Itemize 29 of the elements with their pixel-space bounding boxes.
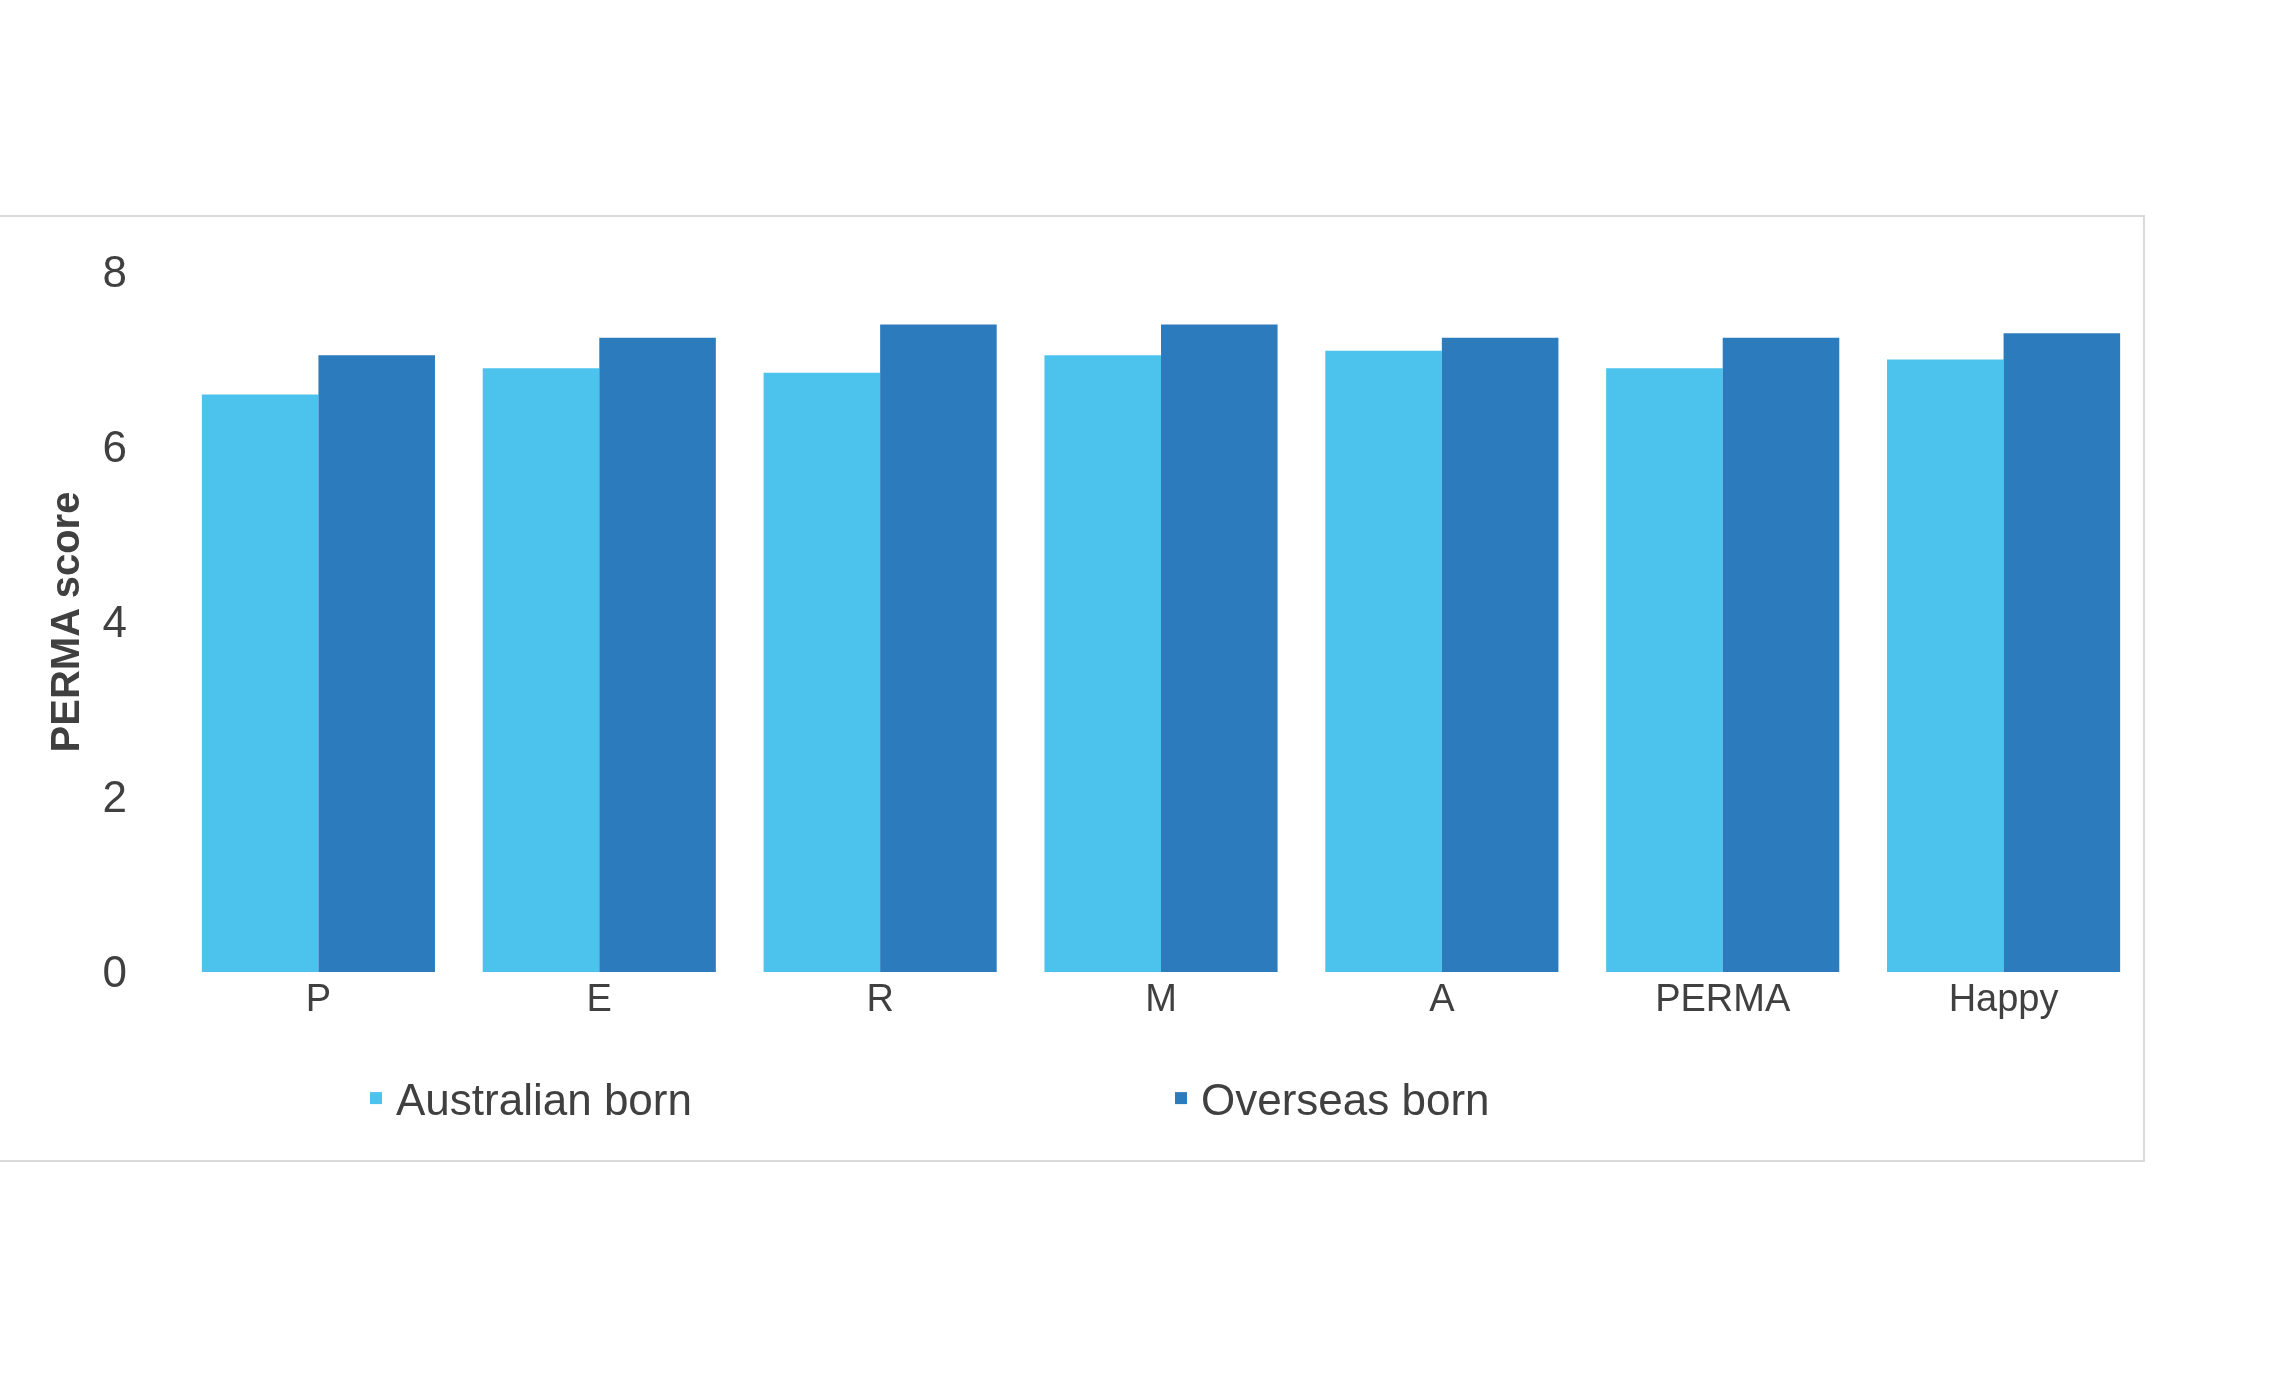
bar <box>1606 368 1723 972</box>
bar <box>763 372 881 972</box>
y-tick-label: 8 <box>102 247 127 297</box>
bar <box>1161 324 1278 972</box>
y-tick-label: 4 <box>102 597 127 647</box>
x-tick-label: E <box>586 977 612 1019</box>
x-tick-label: M <box>1145 977 1177 1019</box>
x-tick-label: P <box>305 977 332 1019</box>
bar <box>201 394 319 972</box>
x-tick-label: A <box>1429 977 1456 1019</box>
bar <box>1887 359 2004 972</box>
x-tick-label: R <box>866 977 894 1019</box>
legend-label: Australian born <box>396 1075 692 1125</box>
bar <box>1441 337 1559 972</box>
bar <box>1325 350 1442 972</box>
bar <box>2003 333 2121 972</box>
x-tick-label: PERMA <box>1655 977 1791 1019</box>
x-tick-label: Happy <box>1948 977 2059 1019</box>
y-axis-title: PERMA score <box>43 491 88 753</box>
y-tick-label: 2 <box>102 772 127 822</box>
bar <box>599 337 716 972</box>
bar <box>318 355 435 972</box>
y-tick-label: 6 <box>102 422 127 472</box>
bar <box>482 368 600 972</box>
legend-label: Overseas born <box>1201 1075 1490 1125</box>
bar <box>1044 355 1161 972</box>
bar <box>1722 337 1840 972</box>
y-tick-label: 0 <box>102 947 127 997</box>
bar <box>880 324 997 972</box>
